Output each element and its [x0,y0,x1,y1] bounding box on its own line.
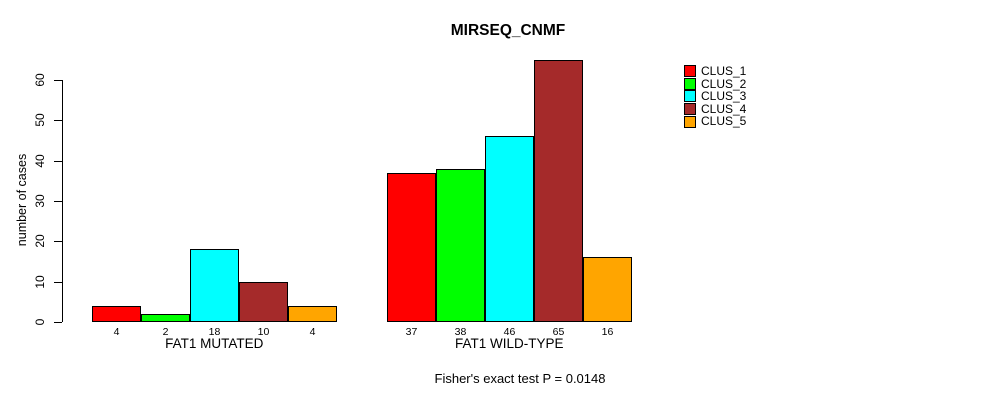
fisher-test-annotation: Fisher's exact test P = 0.0148 [434,371,606,386]
bar-clus_3-wild-type [485,136,534,322]
y-tick-label: 40 [33,153,47,168]
legend-label: CLUS_3 [701,89,747,104]
bar-value-label: 16 [601,326,614,338]
bar-value-label: 37 [405,326,418,338]
legend: CLUS_1 CLUS_2 CLUS_3 CLUS_4 CLUS_5 [684,65,746,128]
y-tick-label: 10 [33,274,47,289]
y-tick-label: 50 [33,113,47,128]
legend-item-clus_4: CLUS_4 [684,103,746,116]
bar-clus_1-mutated [92,306,141,322]
y-tick-mark [54,201,62,202]
bar-clus_2-mutated [141,314,190,322]
legend-item-clus_3: CLUS_3 [684,90,746,103]
y-tick-label: 20 [33,234,47,249]
legend-label: CLUS_5 [701,114,747,129]
legend-label: CLUS_1 [701,64,747,78]
legend-item-clus_5: CLUS_5 [684,115,746,128]
chart-title: MIRSEQ_CNMF [450,22,566,39]
legend-swatch-icon [684,115,696,128]
bar-clus_4-mutated [239,282,288,322]
bar-clus_4-wild-type [534,60,583,322]
legend-swatch-icon [684,65,696,78]
legend-item-clus_2: CLUS_2 [684,76,747,91]
y-axis-line [62,80,63,322]
bar-value-label: 2 [162,326,169,338]
y-tick-mark [54,241,62,243]
legend-label: CLUS_2 [701,76,747,91]
legend-label: CLUS_4 [701,101,747,116]
bar-value-label: 10 [257,326,270,338]
y-tick-mark [54,80,62,81]
bar-value-label: 18 [208,326,221,338]
y-tick-mark [54,322,62,323]
bar-value-label: 4 [113,326,120,338]
bar-clus_5-wild-type [583,257,632,322]
y-tick-mark [54,281,62,283]
legend-swatch-icon [684,90,696,103]
y-tick-label: 30 [33,194,47,208]
bar-value-label: 38 [454,326,467,338]
legend-swatch-icon [684,77,696,90]
bar-clus_3-mutated [190,249,239,322]
bar-value-label: 46 [503,326,516,338]
legend-item-clus_1: CLUS_1 [684,65,746,78]
y-tick-label: 60 [33,73,47,87]
bar-value-label: 65 [552,326,565,338]
group-label-wild-type: FAT1 WILD-TYPE [454,336,564,351]
y-tick-mark [54,160,62,162]
bar-clus_1-wild-type [387,173,436,322]
bar-clus_5-mutated [288,306,337,322]
y-tick-mark [54,120,62,122]
y-axis-label: number of cases [15,153,29,247]
group-label-mutated: FAT1 MUTATED [165,336,264,351]
bar-value-label: 4 [309,326,316,338]
bar-clus_2-wild-type [436,169,485,322]
legend-swatch-icon [684,103,696,116]
y-tick-label: 0 [33,318,47,326]
